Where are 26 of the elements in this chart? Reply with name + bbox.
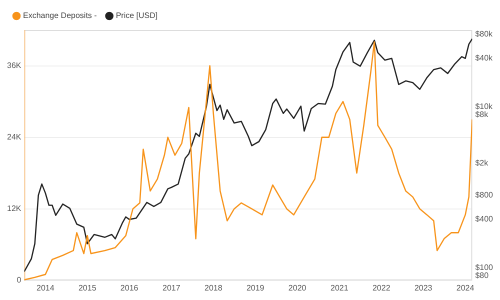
y-tick-label: 36K	[7, 60, 22, 70]
x-tick-label: 2020	[288, 283, 307, 292]
x-tick-label: 2024	[456, 283, 475, 292]
x-tick-label: 2014	[36, 283, 55, 292]
y-tick-label: 24K	[7, 132, 22, 142]
y-tick-label: 12K	[7, 204, 22, 214]
y2-tick-label: $40k	[475, 54, 494, 63]
x-tick-label: 2021	[330, 283, 349, 292]
legend-label: Exchange Deposits -	[23, 11, 98, 20]
y2-tick-label: $80k	[475, 29, 494, 38]
y2-tick-label: $80	[475, 270, 490, 280]
y2-tick-label: $800	[475, 190, 494, 200]
x-tick-label: 2019	[246, 283, 265, 292]
y2-tick-label: $2k	[475, 158, 490, 168]
x-tick-label: 2023	[414, 283, 433, 292]
x-tick-label: 2018	[204, 283, 223, 292]
y2-tick-label: $100	[475, 263, 494, 272]
legend-label: Price [USD]	[116, 11, 158, 20]
y2-tick-label: $400	[475, 214, 494, 224]
y2-tick-label: $8k	[475, 110, 490, 119]
y-tick-label: 0	[16, 276, 22, 285]
x-tick-label: 2015	[78, 283, 97, 292]
y2-tick-label: $10k	[475, 102, 494, 112]
x-tick-label: 2016	[120, 283, 139, 292]
x-tick-label: 2017	[162, 283, 181, 292]
x-tick-label: 2022	[372, 283, 391, 292]
